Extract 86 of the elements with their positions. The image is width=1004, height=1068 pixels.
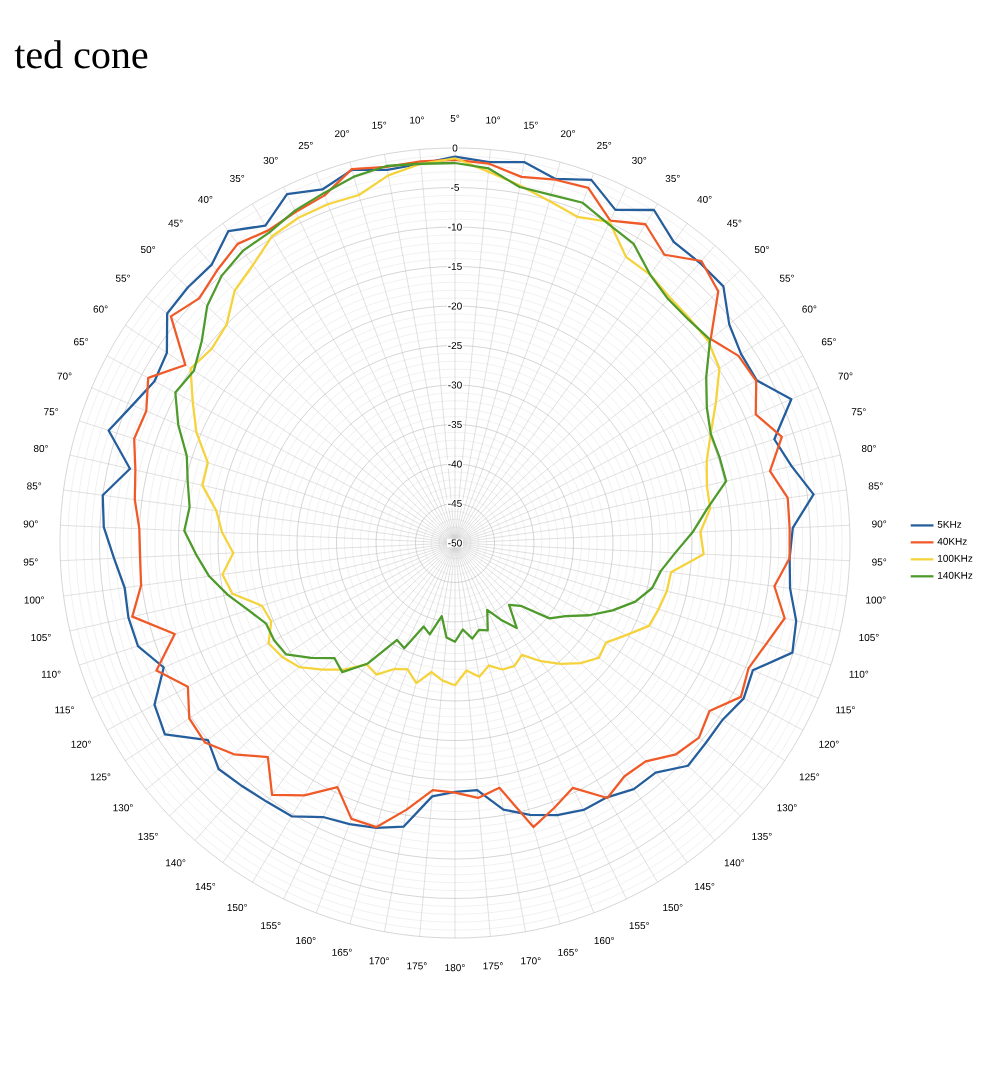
spoke-label: 90° bbox=[872, 520, 887, 528]
text: ted cone bbox=[14, 40, 148, 69]
y-tick-label: -15 bbox=[448, 263, 462, 270]
spoke-label: 135° bbox=[752, 832, 772, 840]
spoke-label: 40° bbox=[697, 195, 712, 204]
spoke-label: 45° bbox=[168, 219, 183, 227]
spoke-label: 25° bbox=[597, 141, 612, 149]
spoke-label: 180° bbox=[445, 964, 465, 972]
spoke-label: 120° bbox=[819, 740, 839, 748]
y-tick-label: -30 bbox=[448, 381, 462, 389]
spoke-label: 145° bbox=[195, 882, 216, 891]
spoke-label: 65° bbox=[74, 338, 89, 346]
spoke-label: 55° bbox=[115, 274, 130, 282]
spoke-label: 20° bbox=[560, 130, 575, 138]
spoke-label: 145° bbox=[695, 882, 715, 891]
y-tick-label: 0 bbox=[452, 144, 458, 152]
y-tick-label: -20 bbox=[448, 302, 462, 310]
spoke-label: 80° bbox=[861, 444, 876, 453]
spoke-label: 65° bbox=[821, 338, 836, 346]
spoke-label: 130° bbox=[777, 804, 797, 812]
spoke-label: 100° bbox=[866, 596, 886, 604]
spoke-label: 110° bbox=[41, 670, 61, 678]
spoke-label: 125° bbox=[799, 773, 820, 781]
spoke-label: 110° bbox=[849, 670, 869, 678]
spoke-label: 120° bbox=[71, 740, 91, 748]
spoke-label: 170° bbox=[521, 957, 541, 965]
spoke-label: 155° bbox=[629, 922, 649, 930]
spoke-label: 80° bbox=[33, 444, 48, 453]
spoke-label: 15° bbox=[372, 121, 387, 129]
spoke-label: 30° bbox=[632, 156, 647, 164]
spoke-label: 140° bbox=[724, 859, 745, 867]
legend-label: 5KHz bbox=[937, 520, 962, 528]
spoke-label: 90° bbox=[23, 520, 38, 528]
spoke-label: 85° bbox=[27, 482, 42, 490]
spoke-label: 40° bbox=[198, 195, 213, 204]
y-tick-label: -40 bbox=[448, 460, 462, 468]
spoke-label: 130° bbox=[113, 804, 133, 812]
spoke-label: 20° bbox=[334, 130, 349, 138]
spoke-label: 50° bbox=[754, 246, 769, 254]
spoke-label: 95° bbox=[23, 558, 38, 566]
spoke-label: 170° bbox=[369, 957, 389, 965]
spoke-label: 45° bbox=[727, 219, 742, 227]
spoke-label: 160° bbox=[594, 937, 614, 945]
spoke-label: 10° bbox=[410, 116, 424, 124]
spoke-label: 115° bbox=[836, 706, 855, 714]
legend-label: 100KHz bbox=[938, 554, 973, 562]
spoke-label: 70° bbox=[838, 372, 853, 380]
spoke-label: 75° bbox=[851, 408, 866, 416]
spoke-label: 5° bbox=[450, 114, 460, 122]
y-tick-label: -35 bbox=[448, 420, 462, 429]
spoke-label: 140° bbox=[166, 859, 186, 867]
legend-label: 40KHz bbox=[937, 537, 967, 545]
spoke-label: 10° bbox=[486, 116, 501, 124]
spoke-label: 150° bbox=[663, 903, 683, 912]
spoke-label: 155° bbox=[261, 922, 281, 930]
spoke-label: 95° bbox=[872, 558, 887, 566]
y-tick-label: -25 bbox=[448, 341, 462, 350]
spoke-label: 175° bbox=[407, 962, 427, 970]
spoke-label: 30° bbox=[263, 156, 278, 164]
spoke-label: 160° bbox=[296, 937, 316, 945]
spoke-label: 70° bbox=[57, 372, 72, 380]
spoke-label: 135° bbox=[138, 832, 158, 840]
spoke-label: 75° bbox=[44, 408, 59, 416]
spoke-label: 35° bbox=[665, 174, 680, 183]
y-tick-label: -50 bbox=[448, 539, 462, 547]
spoke-label: 35° bbox=[230, 174, 245, 183]
spoke-label: 25° bbox=[298, 141, 313, 149]
spoke-label: 165° bbox=[332, 948, 352, 956]
spoke-label: 100° bbox=[24, 596, 44, 604]
spoke-label: 50° bbox=[140, 246, 156, 254]
spoke-label: 165° bbox=[558, 948, 578, 956]
y-tick-label: -45 bbox=[448, 500, 462, 507]
spoke-label: 115° bbox=[55, 706, 74, 714]
spoke-label: 105° bbox=[859, 633, 879, 642]
y-tick-label: -10 bbox=[448, 223, 462, 231]
legend-label: 140KHz bbox=[938, 571, 973, 579]
spoke-label: 15° bbox=[524, 121, 538, 129]
spoke-label: 125° bbox=[91, 773, 111, 781]
spoke-label: 55° bbox=[779, 274, 794, 282]
spoke-label: 85° bbox=[868, 482, 883, 490]
spoke-label: 105° bbox=[31, 633, 51, 642]
spoke-label: 150° bbox=[227, 903, 247, 912]
spoke-label: 175° bbox=[483, 962, 503, 970]
y-tick-label: -5 bbox=[451, 184, 460, 191]
spoke-label: 60° bbox=[802, 305, 817, 313]
spoke-label: 60° bbox=[93, 305, 108, 313]
